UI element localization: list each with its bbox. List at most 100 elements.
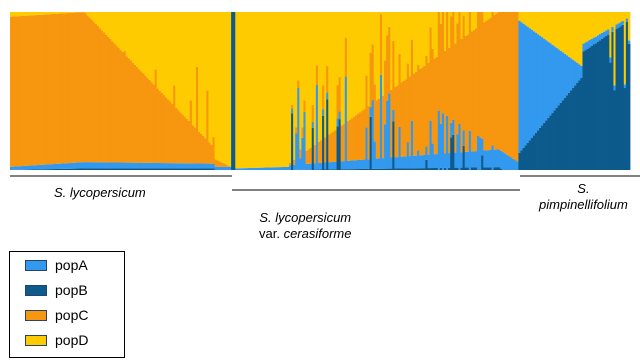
bar-segment-popA xyxy=(297,87,300,170)
bar-segment-popB xyxy=(417,168,420,170)
bar-segment-popC xyxy=(326,66,329,93)
bar-segment-popB xyxy=(136,168,139,170)
bar-segment-popA xyxy=(278,167,282,170)
bar-segment-popC xyxy=(479,12,482,138)
bar-segment-popC xyxy=(59,13,63,164)
bar-segment-popD xyxy=(563,12,567,54)
bar-segment-popD xyxy=(537,12,540,35)
bar-segment-popB xyxy=(621,24,625,170)
bar-segment-popB xyxy=(43,169,46,170)
bar-segment-popA xyxy=(45,164,48,170)
bar-segment-popB xyxy=(344,169,348,170)
bar-segment-popA xyxy=(303,111,306,170)
bar-segment-popD xyxy=(607,12,610,30)
bar-segment-popD xyxy=(156,12,160,89)
bar-segment-popB xyxy=(472,167,476,170)
bar-segment-popD xyxy=(43,12,46,15)
bar-segment-popD xyxy=(45,12,48,15)
bar-segment-popC xyxy=(169,101,172,164)
bar-segment-popD xyxy=(280,12,284,168)
bar-segment-popC xyxy=(303,100,306,112)
bar-segment-popA xyxy=(365,127,368,169)
bar-segment-popA xyxy=(270,167,273,170)
bar-segment-popB xyxy=(592,44,596,171)
bar-segment-popD xyxy=(444,12,447,51)
bar-segment-popA xyxy=(65,163,69,169)
bar-segment-popB xyxy=(605,36,608,170)
bar-segment-popC xyxy=(134,64,137,163)
bar-segment-popB xyxy=(78,168,81,170)
bar-segment-popA xyxy=(173,163,176,169)
bar-segment-popC xyxy=(415,71,418,156)
bar-segment-popA xyxy=(229,166,232,170)
bar-segment-popD xyxy=(206,12,209,91)
bar-segment-popA xyxy=(342,161,346,170)
bar-segment-popD xyxy=(462,12,466,16)
bar-segment-popA xyxy=(146,162,149,169)
bar-segment-popD xyxy=(572,12,575,60)
bar-segment-popA xyxy=(491,145,494,170)
bar-segment-popA xyxy=(30,165,34,170)
bar-segment-popB xyxy=(444,167,447,170)
bar-segment-popD xyxy=(367,12,370,107)
bar-segment-popA xyxy=(570,58,573,91)
bar-segment-popD xyxy=(229,12,232,167)
bar-segment-popC xyxy=(390,89,393,158)
bar-segment-popD xyxy=(388,12,391,27)
legend-swatch-popB xyxy=(25,284,47,296)
bar-segment-popA xyxy=(113,162,116,169)
bar-segment-popC xyxy=(315,65,319,86)
bar-segment-popA xyxy=(425,146,428,160)
bar-segment-popA xyxy=(14,166,17,170)
bar-segment-popA xyxy=(222,166,226,170)
bar-segment-popC xyxy=(396,85,399,158)
bar-segment-popD xyxy=(303,12,306,101)
bar-segment-popA xyxy=(307,163,311,170)
bar-segment-popB xyxy=(382,168,385,170)
bar-segment-popC xyxy=(510,12,513,158)
bar-segment-popC xyxy=(171,103,174,164)
bar-segment-popB xyxy=(109,168,112,170)
bar-segment-popB xyxy=(582,51,585,170)
bar-segment-popB xyxy=(413,168,416,170)
bar-segment-popB xyxy=(456,167,459,170)
bar-segment-popD xyxy=(127,12,131,59)
bar-segment-popA xyxy=(134,162,137,169)
legend-swatch-popA xyxy=(25,259,47,271)
bar-segment-popD xyxy=(410,12,414,40)
bar-segment-popC xyxy=(497,12,501,150)
bar-segment-popB xyxy=(322,115,325,170)
bar-segment-popC xyxy=(138,69,141,163)
bar-segment-popA xyxy=(212,163,215,169)
bar-segment-popB xyxy=(539,127,542,170)
bar-segment-popA xyxy=(187,163,191,169)
bar-segment-popA xyxy=(388,93,391,169)
bar-segment-popA xyxy=(590,38,594,46)
bar-segment-popD xyxy=(394,12,397,87)
bar-segment-popA xyxy=(76,162,79,169)
bar-segment-popB xyxy=(429,168,432,170)
bar-segment-popA xyxy=(293,164,296,170)
bar-segment-popD xyxy=(326,12,329,67)
bar-segment-popC xyxy=(313,145,317,164)
bar-segment-popB xyxy=(371,168,375,170)
bar-segment-popA xyxy=(38,164,42,170)
bar-segment-popB xyxy=(563,97,567,170)
bar-segment-popA xyxy=(22,165,25,170)
bar-segment-popA xyxy=(429,120,432,169)
bar-segment-popA xyxy=(282,166,286,170)
bar-segment-popB xyxy=(355,169,358,170)
bar-segment-popA xyxy=(274,167,277,170)
bar-segment-popA xyxy=(526,26,530,143)
bar-segment-popA xyxy=(557,49,561,106)
bar-segment-popD xyxy=(173,12,176,86)
bar-segment-popB xyxy=(435,167,439,170)
bar-segment-popD xyxy=(382,12,385,96)
bar-segment-popC xyxy=(193,127,197,164)
bar-segment-popD xyxy=(619,12,623,23)
bar-segment-popD xyxy=(377,12,381,99)
bar-segment-popD xyxy=(12,12,15,17)
bar-segment-popB xyxy=(596,41,600,170)
bar-segment-popD xyxy=(115,12,118,46)
bar-segment-popC xyxy=(320,140,323,163)
